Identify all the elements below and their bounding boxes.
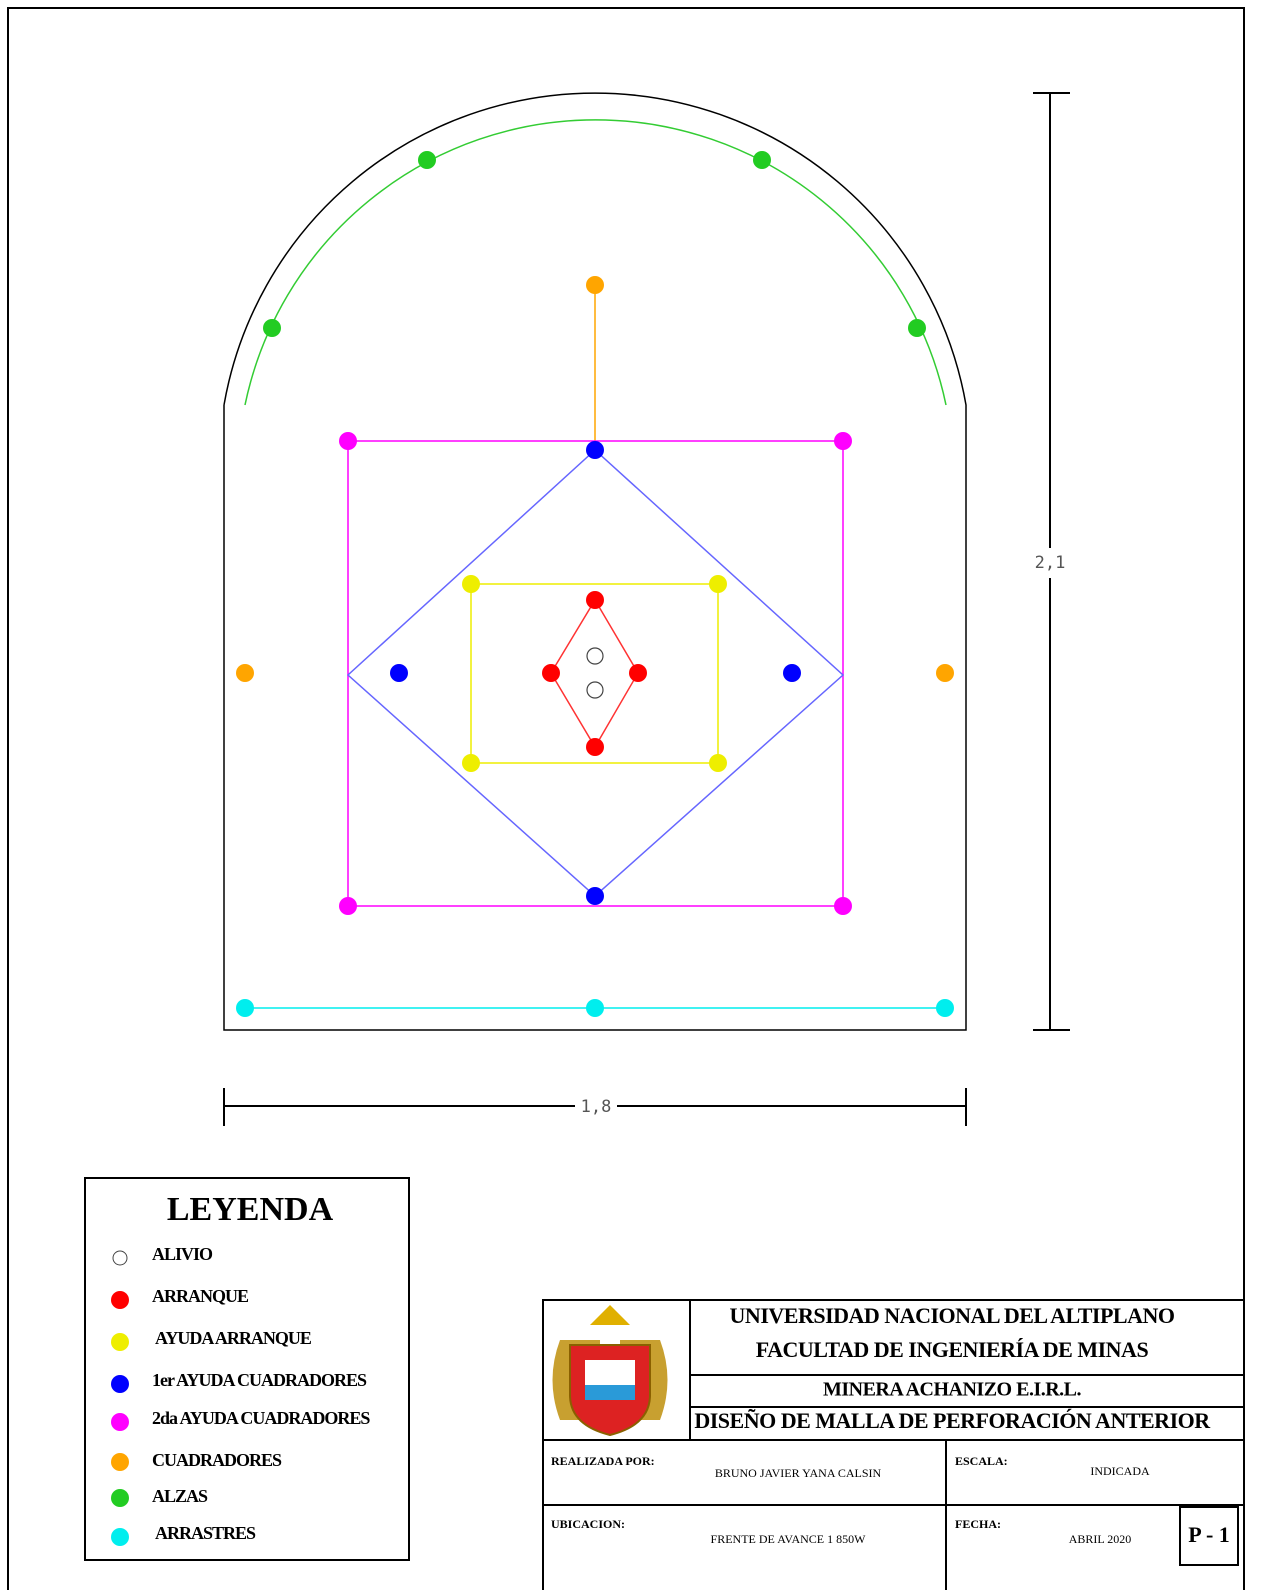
hole — [936, 999, 954, 1017]
legend-label: ARRANQUE — [152, 1286, 249, 1306]
legend: LEYENDA ALIVIO ARRANQUE AYUDA ARRANQUE 1… — [84, 1177, 410, 1561]
hole — [339, 897, 357, 915]
hole — [586, 738, 604, 756]
hole — [629, 664, 647, 682]
hole — [236, 664, 254, 682]
hole — [586, 591, 604, 609]
hole — [462, 754, 480, 772]
logo-crest — [590, 1305, 630, 1325]
faculty: FACULTAD DE INGENIERÍA DE MINAS — [756, 1337, 1149, 1362]
hole — [542, 664, 560, 682]
date: ABRIL 2020 — [1069, 1532, 1132, 1546]
scale: INDICADA — [1090, 1464, 1150, 1478]
hole — [709, 754, 727, 772]
legend-box — [84, 1177, 410, 1561]
label-bg — [1035, 548, 1065, 578]
width-label: 1,8 — [581, 1097, 612, 1117]
scale-label: ESCALA: — [955, 1454, 1008, 1468]
legend-label: AYUDA ARRANQUE — [155, 1328, 312, 1348]
made-by-label: REALIZADA POR: — [551, 1454, 655, 1468]
project: DISEÑO DE MALLA DE PERFORACIÓN ANTERIOR — [694, 1408, 1211, 1433]
title-block-border — [542, 1299, 1245, 1595]
legend-title: LEYENDA — [167, 1191, 334, 1228]
hole — [263, 319, 281, 337]
made-by: BRUNO JAVIER YANA CALSIN — [715, 1466, 882, 1480]
sheet-box — [1179, 1506, 1239, 1566]
hole — [390, 664, 408, 682]
legend-label: ALIVIO — [152, 1244, 213, 1264]
tunnel-outline — [223, 92, 967, 1031]
location: FRENTE DE AVANCE 1 850W — [711, 1532, 867, 1546]
hole — [236, 999, 254, 1017]
legend-symbol — [111, 1291, 129, 1309]
date-label: FECHA: — [955, 1517, 1001, 1531]
red-diamond — [550, 598, 639, 749]
legend-label: ALZAS — [152, 1486, 208, 1506]
legend-symbol — [111, 1375, 129, 1393]
hole — [586, 887, 604, 905]
sheet-number: P - 1 — [1188, 1522, 1230, 1547]
hole — [586, 441, 604, 459]
logo — [552, 1305, 668, 1437]
height-label: 2,1 — [1035, 553, 1066, 573]
hole — [339, 432, 357, 450]
holes — [236, 151, 954, 1017]
hole — [753, 151, 771, 169]
hole — [834, 432, 852, 450]
legend-label: 1er AYUDA CUADRADORES — [152, 1370, 367, 1390]
alzas-arc — [244, 119, 947, 406]
dimensions — [223, 92, 1070, 1126]
legend-symbol — [111, 1528, 129, 1546]
legend-symbol — [112, 1250, 128, 1266]
hole — [936, 664, 954, 682]
location-label: UBICACION: — [551, 1517, 625, 1531]
legend-symbol — [111, 1333, 129, 1351]
legend-label: ARRASTRES — [155, 1523, 256, 1543]
title-block — [542, 1299, 1245, 1595]
legend-label: CUADRADORES — [152, 1450, 282, 1470]
legend-symbol — [111, 1413, 129, 1431]
hole — [834, 897, 852, 915]
tunnel-section — [223, 92, 967, 1031]
hole — [783, 664, 801, 682]
logo-lake — [585, 1385, 635, 1400]
hole — [586, 999, 604, 1017]
relief-hole — [586, 681, 604, 699]
company: MINERA ACHANIZO E.I.R.L. — [823, 1379, 1082, 1401]
hole — [418, 151, 436, 169]
hole — [709, 575, 727, 593]
legend-symbol — [111, 1489, 129, 1507]
sheet-border — [7, 7, 1245, 1595]
relief-hole — [586, 647, 604, 665]
legend-symbol — [111, 1453, 129, 1471]
blue-diamond — [346, 448, 845, 898]
label-bg — [575, 1094, 617, 1118]
university: UNIVERSIDAD NACIONAL DEL ALTIPLANO — [730, 1303, 1175, 1328]
magenta-rect — [347, 440, 844, 907]
legend-label: 2da AYUDA CUADRADORES — [152, 1408, 370, 1428]
hole — [462, 575, 480, 593]
hole — [908, 319, 926, 337]
hole — [586, 276, 604, 294]
yellow-rect — [470, 583, 719, 764]
